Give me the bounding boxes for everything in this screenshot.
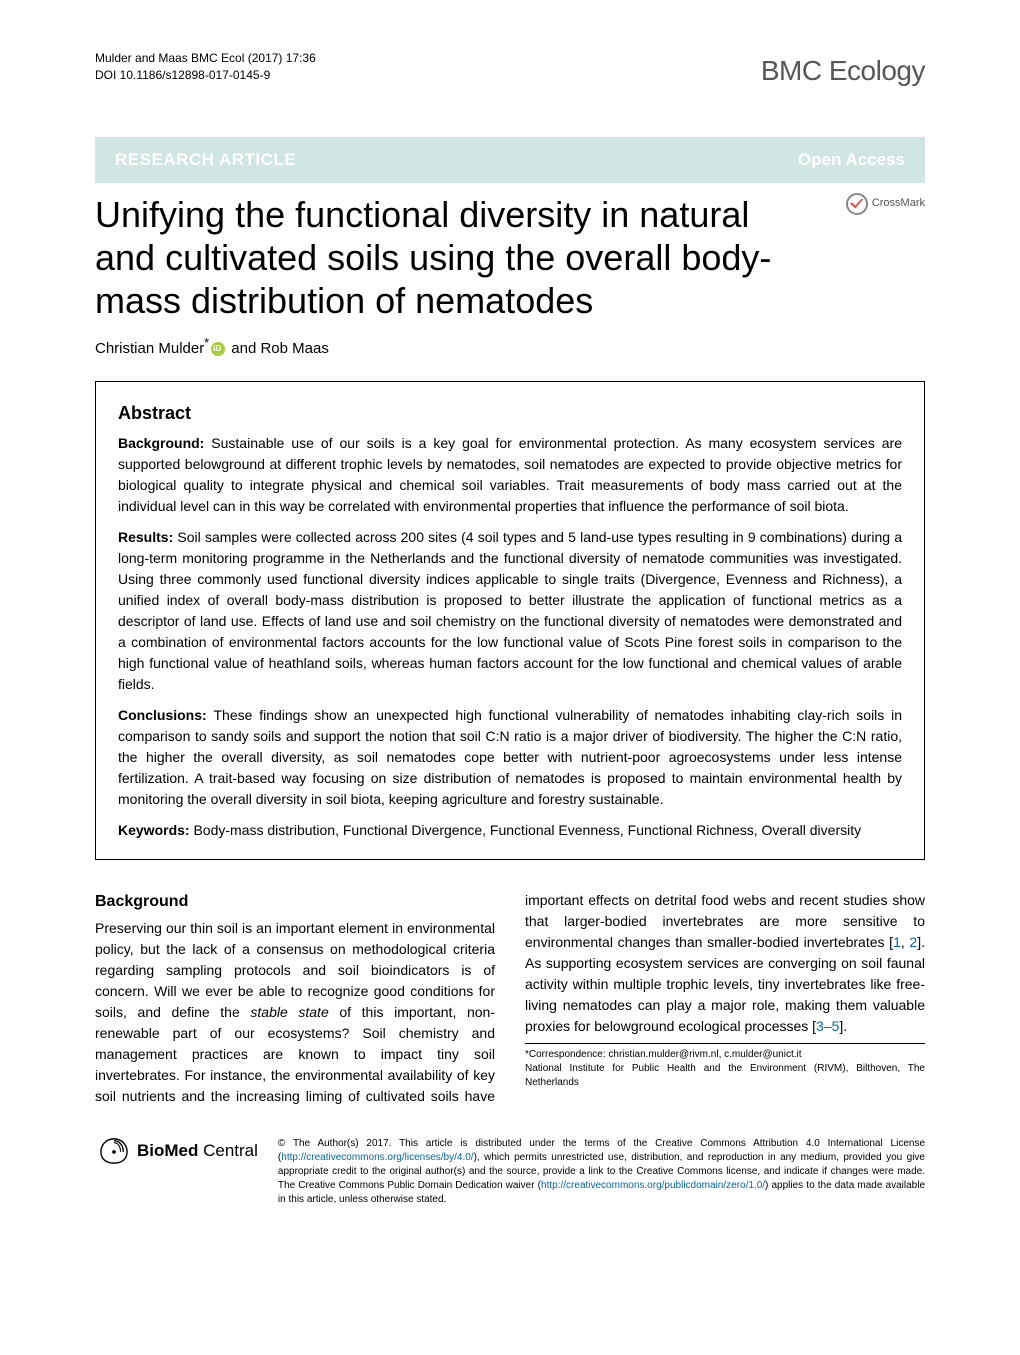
crossmark-badge[interactable]: CrossMark [846, 193, 925, 215]
correspondence-affiliation: National Institute for Public Health and… [525, 1063, 925, 1088]
license-text: © The Author(s) 2017. This article is di… [278, 1137, 925, 1207]
abstract-conclusions-label: Conclusions: [118, 707, 213, 723]
citation-block: Mulder and Maas BMC Ecol (2017) 17:36 DO… [95, 50, 316, 84]
crossmark-label: CrossMark [872, 195, 925, 212]
ref-1[interactable]: 1 [893, 934, 901, 950]
author-2: Rob Maas [260, 340, 328, 357]
abstract-keywords-text: Body-mass distribution, Functional Diver… [193, 822, 861, 838]
author-1: Christian Mulder [95, 340, 204, 357]
license-link-cc-by[interactable]: http://creativecommons.org/licenses/by/4… [281, 1152, 473, 1163]
abstract-results-text: Soil samples were collected across 200 s… [118, 529, 902, 692]
body-text-italic: stable state [250, 1004, 328, 1020]
background-heading: Background [95, 890, 495, 914]
abstract-keywords-label: Keywords: [118, 822, 193, 838]
license-footer: BioMed Central © The Author(s) 2017. Thi… [95, 1137, 925, 1207]
orcid-icon[interactable] [211, 342, 225, 356]
crossmark-icon [846, 193, 868, 215]
article-type-band: RESEARCH ARTICLE Open Access [95, 137, 925, 183]
author-list: Christian Mulder* and Rob Maas [95, 334, 925, 361]
journal-logo: BMC Ecology [761, 50, 925, 92]
correspondence-block: *Correspondence: christian.mulder@rivm.n… [525, 1043, 925, 1090]
abstract-conclusions: Conclusions: These findings show an unex… [118, 705, 902, 810]
header-bar: Mulder and Maas BMC Ecol (2017) 17:36 DO… [95, 50, 925, 92]
bmc-logo-text: BioMed Central [137, 1139, 258, 1163]
abstract-conclusions-text: These findings show an unexpected high f… [118, 707, 902, 807]
body-text: ]. [839, 1018, 847, 1034]
correspondence-label: *Correspondence: [525, 1049, 608, 1060]
doi-line: DOI 10.1186/s12898-017-0145-9 [95, 67, 316, 84]
correspondence-emails: christian.mulder@rivm.nl, c.mulder@unict… [608, 1049, 801, 1060]
biomed-central-logo: BioMed Central [95, 1137, 258, 1165]
ref-3-5[interactable]: 3–5 [816, 1018, 839, 1034]
article-title: Unifying the functional diversity in nat… [95, 193, 925, 323]
corresponding-mark: * [204, 336, 209, 350]
bmc-bold: BioMed [137, 1141, 198, 1160]
abstract-box: Abstract Background: Sustainable use of … [95, 381, 925, 860]
license-link-cc0[interactable]: http://creativecommons.org/publicdomain/… [541, 1180, 765, 1191]
abstract-background-label: Background: [118, 435, 211, 451]
bmc-icon [95, 1137, 133, 1165]
abstract-background-text: Sustainable use of our soils is a key go… [118, 435, 902, 514]
abstract-background: Background: Sustainable use of our soils… [118, 433, 902, 517]
body-columns: Background Preserving our thin soil is a… [95, 890, 925, 1107]
abstract-results: Results: Soil samples were collected acr… [118, 527, 902, 695]
abstract-results-label: Results: [118, 529, 177, 545]
title-section: CrossMark Unifying the functional divers… [95, 193, 925, 323]
abstract-keywords: Keywords: Body-mass distribution, Functi… [118, 820, 902, 841]
citation-line: Mulder and Maas BMC Ecol (2017) 17:36 [95, 50, 316, 67]
article-type-label: RESEARCH ARTICLE [115, 147, 296, 173]
abstract-heading: Abstract [118, 400, 902, 427]
author-conjunction: and [227, 340, 260, 357]
open-access-label: Open Access [798, 147, 905, 173]
bmc-light: Central [198, 1141, 258, 1160]
